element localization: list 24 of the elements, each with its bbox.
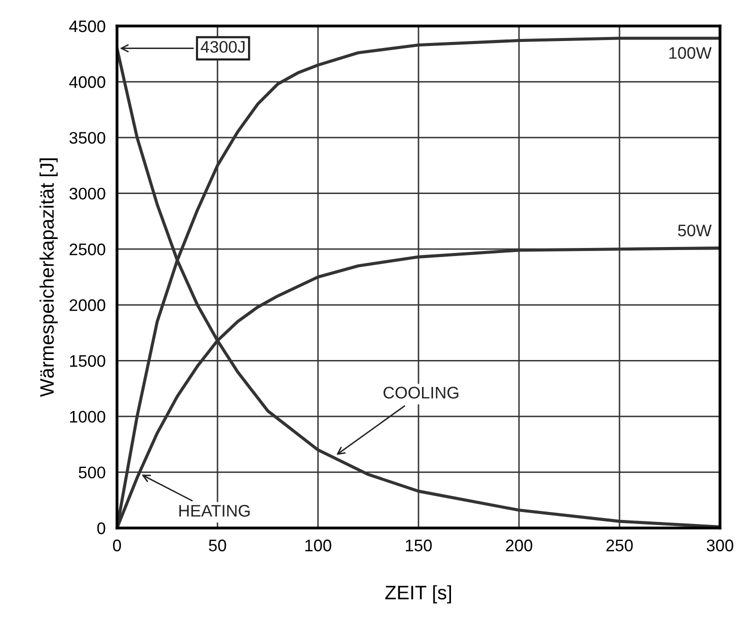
x-tick-label: 250	[606, 540, 633, 552]
annotation: COOLING	[384, 386, 458, 399]
annotation: HEATING	[179, 504, 250, 517]
y-tick-label: 500	[78, 466, 106, 478]
x-tick-label: 300	[706, 540, 734, 552]
y-tick-label: 2000	[70, 299, 106, 312]
y-tick-label: 3000	[69, 188, 106, 200]
y-tick-label: 4000	[69, 76, 106, 88]
y-tick-label: 1500	[70, 355, 106, 367]
y-tick-label: 3500	[69, 132, 106, 144]
x-tick-label: 150	[406, 540, 432, 552]
annotation: 4300J	[200, 40, 245, 53]
y-tick-label: 4500	[69, 20, 106, 32]
y-tick-label: 0	[97, 522, 106, 534]
series-label: 50W	[678, 224, 712, 236]
x-axis-title: ZEIT [s]	[385, 585, 451, 604]
y-tick-label: 2500	[70, 244, 106, 256]
y-tick-label: 1000	[70, 410, 106, 423]
x-tick-label: 0	[113, 540, 121, 552]
x-tick-label: 200	[506, 540, 532, 552]
series-label: 100W	[669, 47, 712, 59]
x-tick-label: 50	[208, 540, 226, 552]
y-axis-title: Wärmespeicherkapazität [J]	[40, 158, 58, 397]
x-tick-label: 100	[305, 540, 332, 552]
